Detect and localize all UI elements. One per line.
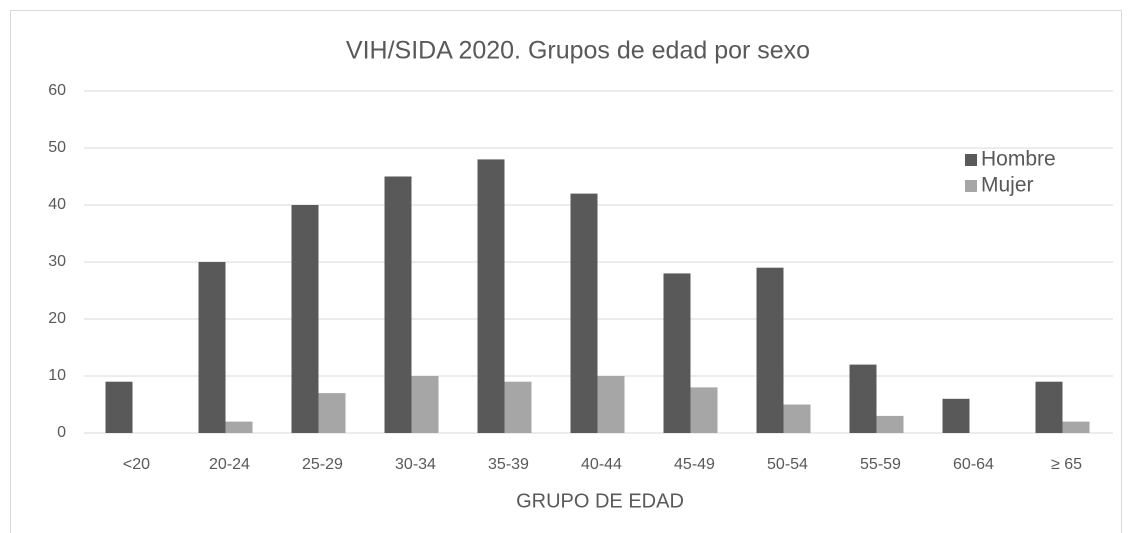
- bar: [597, 376, 625, 433]
- x-tick-label: 45-49: [674, 456, 715, 473]
- x-tick-label: 20-24: [209, 456, 250, 473]
- x-tick-label: 35-39: [488, 456, 529, 473]
- y-tick-label: 60: [48, 82, 66, 99]
- bar: [942, 398, 970, 433]
- bar: [318, 393, 346, 433]
- y-tick-label: 10: [48, 367, 66, 384]
- legend-label: Hombre: [981, 148, 1056, 171]
- x-tick-label: <20: [123, 456, 150, 473]
- bar: [105, 381, 133, 433]
- legend-swatch: [965, 154, 977, 166]
- bar: [783, 404, 811, 433]
- bar: [756, 267, 784, 433]
- y-tick-label: 20: [48, 310, 66, 327]
- bar: [1035, 381, 1063, 433]
- chart-border: [10, 10, 1122, 533]
- bar: [291, 205, 319, 433]
- y-tick-label: 0: [57, 424, 66, 441]
- bar: [225, 421, 253, 433]
- bar: [198, 262, 226, 433]
- x-tick-label: 60-64: [953, 456, 994, 473]
- x-axis-label: GRUPO DE EDAD: [516, 490, 684, 512]
- bar: [1062, 421, 1090, 433]
- bar: [690, 387, 718, 433]
- bar: [663, 273, 691, 433]
- bar: [411, 376, 439, 433]
- bar: [504, 381, 532, 433]
- legend-swatch: [965, 180, 977, 192]
- x-tick-label: 50-54: [767, 456, 808, 473]
- bar: [570, 193, 598, 433]
- legend-label: Mujer: [981, 174, 1034, 197]
- x-tick-label: 25-29: [302, 456, 343, 473]
- chart-title: VIH/SIDA 2020. Grupos de edad por sexo: [346, 37, 810, 65]
- bar: [876, 415, 904, 433]
- bar: [384, 176, 412, 433]
- x-tick-label: ≥ 65: [1051, 456, 1082, 473]
- y-tick-label: 50: [48, 139, 66, 156]
- x-tick-label: 30-34: [395, 456, 436, 473]
- x-tick-label: 55-59: [860, 456, 901, 473]
- bar: [477, 159, 505, 433]
- x-tick-label: 40-44: [581, 456, 622, 473]
- y-tick-label: 30: [48, 253, 66, 270]
- y-tick-label: 40: [48, 196, 66, 213]
- bar: [849, 364, 877, 433]
